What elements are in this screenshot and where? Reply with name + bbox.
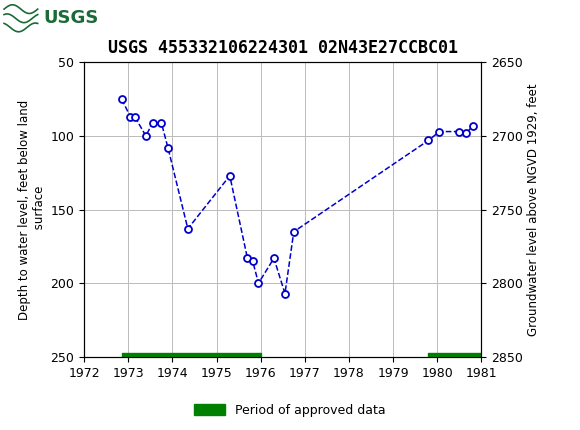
- Y-axis label: Groundwater level above NGVD 1929, feet: Groundwater level above NGVD 1929, feet: [527, 83, 540, 336]
- Legend: Period of approved data: Period of approved data: [189, 399, 391, 422]
- Y-axis label: Depth to water level, feet below land
 surface: Depth to water level, feet below land su…: [19, 99, 46, 320]
- Text: USGS: USGS: [44, 9, 99, 27]
- FancyBboxPatch shape: [3, 3, 72, 34]
- Title: USGS 455332106224301 02N43E27CCBC01: USGS 455332106224301 02N43E27CCBC01: [108, 39, 458, 57]
